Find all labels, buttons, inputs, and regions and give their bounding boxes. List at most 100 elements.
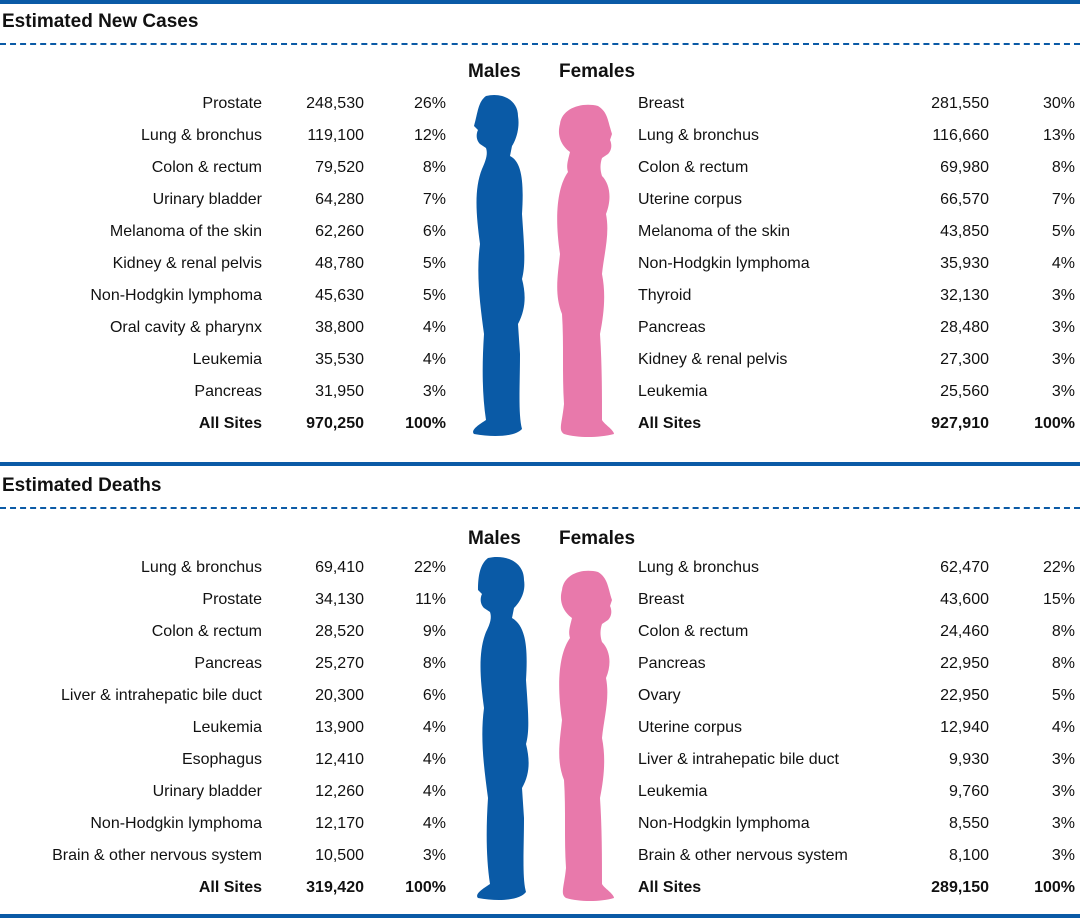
males-row-percent: 22% [413, 559, 446, 576]
males-row-site: Colon & rectum [151, 623, 262, 640]
females-row-percent: 4% [1051, 719, 1075, 736]
males-row-site: Urinary bladder [152, 783, 262, 800]
females-row-site: Melanoma of the skin [638, 223, 791, 240]
males-row-percent: 4% [422, 719, 446, 736]
females-row-count: 22,950 [940, 655, 989, 672]
males-row-site: Non-Hodgkin lymphoma [90, 287, 262, 304]
females-row-site: Breast [638, 591, 685, 608]
males-row-site: Prostate [202, 591, 262, 608]
females-row-percent: 15% [1042, 591, 1075, 608]
females-row-site: Non-Hodgkin lymphoma [638, 255, 810, 272]
females-row-percent: 8% [1051, 159, 1075, 176]
females-row-count: 66,570 [940, 191, 989, 208]
males-row-count: 28,520 [315, 623, 364, 640]
males-row-percent: 4% [422, 783, 446, 800]
males-row-count: 69,410 [315, 559, 364, 576]
males-row-site: Non-Hodgkin lymphoma [90, 815, 262, 832]
males-row-count: 35,530 [315, 351, 364, 368]
female-body-shape [557, 104, 614, 438]
males-row-count: 34,130 [315, 591, 364, 608]
males-row-site: Oral cavity & pharynx [109, 319, 262, 336]
males-row-site: Brain & other nervous system [52, 847, 262, 864]
males-total-percent: 100% [405, 415, 446, 432]
females-row-percent: 4% [1051, 255, 1075, 272]
females-row-percent: 5% [1051, 223, 1075, 240]
females-row-site: Lung & bronchus [638, 559, 759, 576]
males-row-percent: 6% [422, 223, 446, 240]
females-total-percent: 100% [1034, 415, 1075, 432]
males-row-percent: 12% [413, 127, 446, 144]
males-row-count: 13,900 [315, 719, 364, 736]
female-silhouette-icon [557, 104, 614, 438]
males-total-site: All Sites [198, 879, 262, 896]
females-row-site: Uterine corpus [638, 719, 743, 736]
females-row-percent: 8% [1051, 623, 1075, 640]
females-row-count: 8,550 [948, 815, 989, 832]
males-row-percent: 5% [422, 255, 446, 272]
males-row-count: 31,950 [315, 383, 364, 400]
females-row-count: 24,460 [940, 623, 989, 640]
males-total-site: All Sites [198, 415, 262, 432]
males-row-site: Lung & bronchus [141, 559, 262, 576]
females-row-percent: 3% [1051, 319, 1075, 336]
females-row-count: 22,950 [940, 687, 989, 704]
section-title-deaths: Estimated Deaths [2, 475, 162, 496]
females-row-site: Colon & rectum [638, 623, 749, 640]
top-rule [0, 0, 1080, 4]
males-row-site: Kidney & renal pelvis [112, 255, 262, 272]
males-row-count: 12,260 [315, 783, 364, 800]
females-row-count: 8,100 [948, 847, 989, 864]
females-header: Females [559, 61, 636, 82]
males-row-count: 12,410 [315, 751, 364, 768]
males-row-site: Pancreas [194, 655, 262, 672]
males-row-count: 20,300 [315, 687, 364, 704]
males-row-site: Melanoma of the skin [109, 223, 262, 240]
females-row-site: Thyroid [638, 287, 692, 304]
females-total-percent: 100% [1034, 879, 1075, 896]
females-row-percent: 3% [1051, 287, 1075, 304]
female-silhouette-icon [559, 570, 614, 901]
males-row-count: 64,280 [315, 191, 364, 208]
females-row-site: Non-Hodgkin lymphoma [638, 815, 810, 832]
male-silhouette-icon [477, 556, 529, 900]
females-total-count: 927,910 [931, 415, 989, 432]
males-row-percent: 3% [422, 847, 446, 864]
males-row-count: 248,530 [306, 95, 364, 112]
males-row-percent: 11% [415, 591, 446, 608]
males-row-site: Esophagus [181, 751, 262, 768]
females-row-site: Leukemia [638, 783, 708, 800]
males-total-percent: 100% [405, 879, 446, 896]
females-row-count: 25,560 [940, 383, 989, 400]
males-row-count: 45,630 [315, 287, 364, 304]
males-row-percent: 4% [422, 319, 446, 336]
females-row-percent: 8% [1051, 655, 1075, 672]
males-row-count: 79,520 [315, 159, 364, 176]
females-row-count: 281,550 [931, 95, 989, 112]
females-row-count: 69,980 [940, 159, 989, 176]
males-row-count: 38,800 [315, 319, 364, 336]
males-row-count: 48,780 [315, 255, 364, 272]
females-total-count: 289,150 [931, 879, 989, 896]
males-row-percent: 9% [422, 623, 446, 640]
males-row-percent: 5% [422, 287, 446, 304]
males-row-site: Pancreas [194, 383, 262, 400]
females-row-count: 27,300 [940, 351, 989, 368]
males-row-percent: 3% [422, 383, 446, 400]
female-body-shape [559, 570, 614, 901]
dashed-divider [0, 507, 1080, 509]
males-total-count: 970,250 [306, 415, 364, 432]
females-row-percent: 3% [1051, 383, 1075, 400]
females-header: Females [559, 528, 636, 549]
male-silhouette-icon [473, 94, 525, 437]
females-row-count: 35,930 [940, 255, 989, 272]
section-rule [0, 462, 1080, 466]
females-row-site: Liver & intrahepatic bile duct [638, 751, 839, 768]
females-row-percent: 3% [1051, 815, 1075, 832]
females-row-site: Leukemia [638, 383, 708, 400]
females-row-percent: 30% [1042, 95, 1075, 112]
dashed-divider [0, 43, 1080, 45]
females-row-count: 116,660 [932, 127, 989, 144]
females-row-count: 43,600 [940, 591, 989, 608]
males-row-site: Liver & intrahepatic bile duct [61, 687, 262, 704]
males-total-count: 319,420 [306, 879, 364, 896]
